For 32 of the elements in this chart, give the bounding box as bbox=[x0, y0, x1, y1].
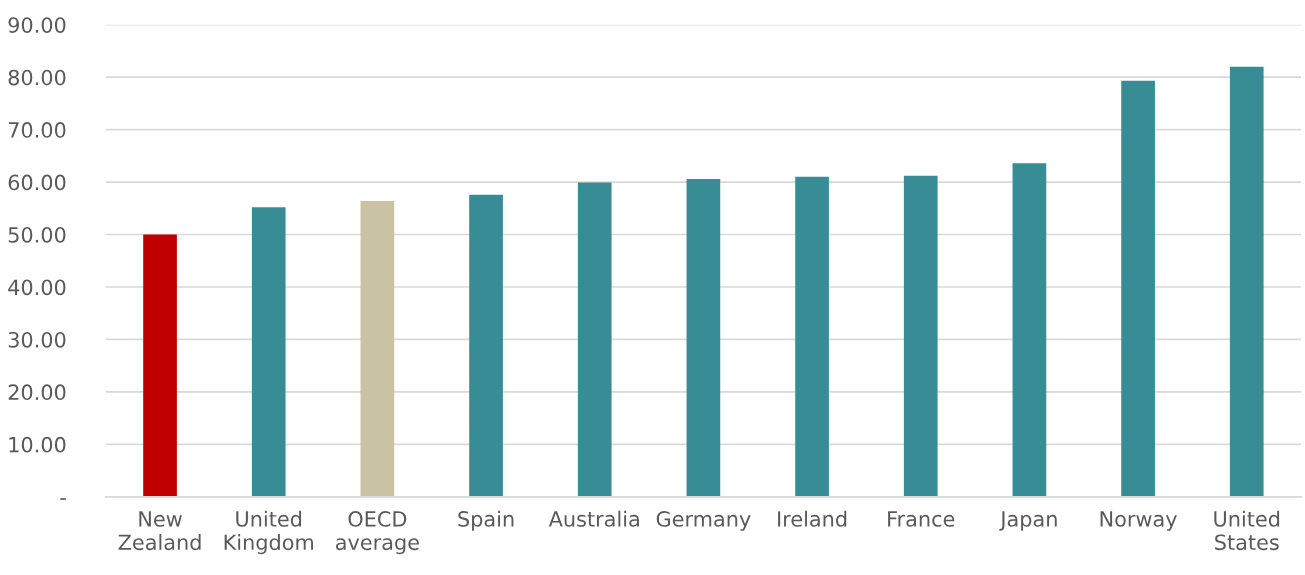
y-tick-label: 60.00 bbox=[8, 174, 66, 191]
y-tick-label: - bbox=[60, 498, 66, 500]
x-tick-label: United States bbox=[1214, 510, 1280, 551]
x-tick-label: Australia bbox=[548, 510, 639, 527]
x-tick-label: Ireland bbox=[778, 510, 847, 527]
y-tick-label: 10.00 bbox=[9, 436, 66, 453]
bar bbox=[143, 234, 177, 497]
bar bbox=[1012, 163, 1047, 497]
x-tick-label: Japan bbox=[999, 511, 1057, 531]
bar bbox=[1121, 80, 1155, 497]
y-tick-label: 80.00 bbox=[8, 69, 66, 86]
y-tick-label: 50.00 bbox=[8, 226, 66, 243]
bar bbox=[795, 176, 829, 497]
x-tick-label: Norway bbox=[1100, 511, 1177, 531]
bar bbox=[360, 200, 395, 497]
bar bbox=[686, 178, 721, 497]
bar bbox=[1229, 66, 1264, 497]
x-tick-label: OECD average bbox=[335, 511, 419, 555]
x-tick-label: Germany bbox=[656, 511, 751, 531]
y-tick-label: 90.00 bbox=[8, 17, 66, 33]
y-tick-label: 70.00 bbox=[8, 122, 66, 138]
y-tick-label: 40.00 bbox=[8, 279, 66, 296]
x-tick-label: Spain bbox=[458, 510, 514, 531]
y-tick-label: 30.00 bbox=[8, 331, 66, 348]
x-tick-label: United Kingdom bbox=[224, 510, 314, 555]
bar bbox=[577, 182, 612, 497]
y-tick-label: 20.00 bbox=[8, 384, 66, 401]
x-tick-label: New Zealand bbox=[118, 511, 201, 551]
bar bbox=[251, 207, 286, 497]
bar bbox=[469, 194, 503, 497]
x-tick-label: France bbox=[888, 511, 955, 527]
bar bbox=[903, 175, 938, 497]
